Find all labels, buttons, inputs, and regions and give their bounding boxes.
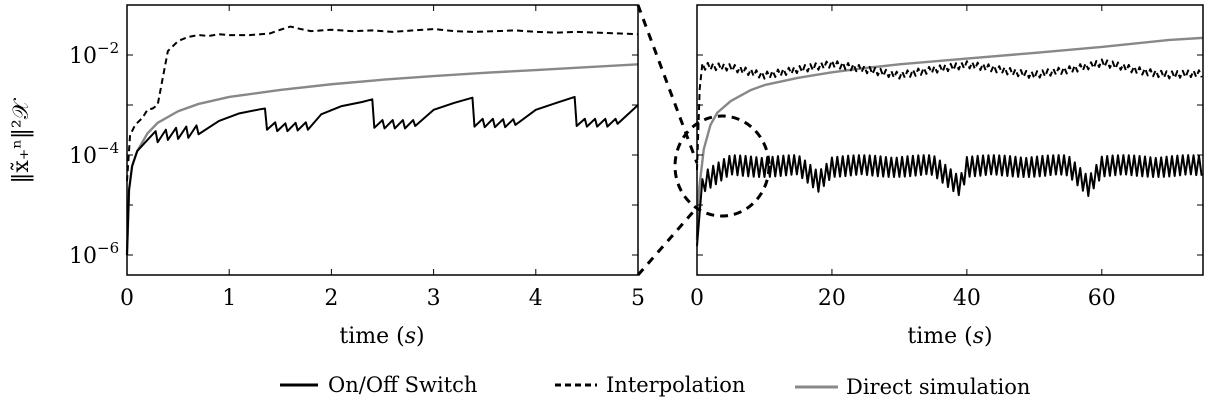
- ytick-base: 10: [69, 244, 97, 269]
- ytick-exponent: −4: [97, 139, 119, 157]
- ytick-exponent: −6: [97, 239, 119, 257]
- left-axes-frame: [126, 4, 639, 276]
- legend: On/Off Switch Interpolation Direct simul…: [280, 373, 1030, 399]
- legend-label-onoff: On/Off Switch: [328, 373, 477, 397]
- left-series-direct: [125, 63, 639, 256]
- y-axis-label-text: ‖x̃₊ⁿ‖²𝒳: [9, 97, 34, 183]
- left-xtick-label: 2: [324, 286, 338, 311]
- right-xtick-label: 60: [1088, 286, 1116, 311]
- right-axes-frame: [696, 4, 1204, 276]
- right-panel: 0 20 40 60 time (s): [673, 4, 1204, 349]
- right-xtick-label: 40: [953, 286, 981, 311]
- left-x-axis-label: time (s): [339, 324, 424, 349]
- left-panel: 0 1 2 3 4 510−610−410−2 time (s): [69, 4, 645, 349]
- left-xtick-label: 4: [529, 286, 543, 311]
- right-series-direct: [695, 36, 1204, 240]
- ytick-base: 10: [69, 144, 97, 169]
- ytick-base: 10: [69, 44, 97, 69]
- right-series-onoff: [696, 154, 1203, 247]
- left-ytick-label: 10−2: [69, 39, 119, 69]
- right-x-axis-label-var: s: [973, 324, 984, 349]
- left-x-axis-label-text: time (: [339, 324, 404, 349]
- right-xtick-label: 0: [690, 286, 704, 311]
- right-xtick-label: 20: [818, 286, 846, 311]
- left-series-interp: [126, 25, 639, 182]
- left-x-axis-label-close: ): [416, 324, 425, 349]
- zoom-circle: [673, 114, 771, 218]
- left-series-group: [125, 25, 639, 256]
- legend-label-interp: Interpolation: [606, 373, 745, 397]
- left-xtick-label: 0: [120, 286, 134, 311]
- left-xtick-label: 5: [631, 286, 645, 311]
- left-x-axis-label-var: s: [405, 324, 416, 349]
- right-series-group: [695, 36, 1204, 247]
- left-xtick-label: 3: [427, 286, 441, 311]
- left-ytick-label: 10−6: [69, 239, 119, 269]
- right-x-axis-label-text: time (: [907, 324, 972, 349]
- left-ticks-group: 0 1 2 3 4 510−610−410−2: [69, 4, 645, 311]
- zoom-connector-bottom: [636, 203, 702, 276]
- right-x-axis-label-close: ): [984, 324, 993, 349]
- right-x-axis-label: time (s): [907, 324, 992, 349]
- left-xtick-label: 1: [222, 286, 236, 311]
- zoom-connector-top: [636, 4, 699, 164]
- right-series-interp: [696, 58, 1203, 171]
- left-ytick-label: 10−4: [69, 139, 119, 169]
- ytick-exponent: −2: [97, 39, 119, 57]
- right-ticks-group: 0 20 40 60: [690, 4, 1203, 311]
- legend-label-direct: Direct simulation: [846, 375, 1030, 399]
- left-series-onoff: [126, 95, 639, 256]
- y-axis-label: ‖x̃₊ⁿ‖²𝒳: [9, 97, 34, 183]
